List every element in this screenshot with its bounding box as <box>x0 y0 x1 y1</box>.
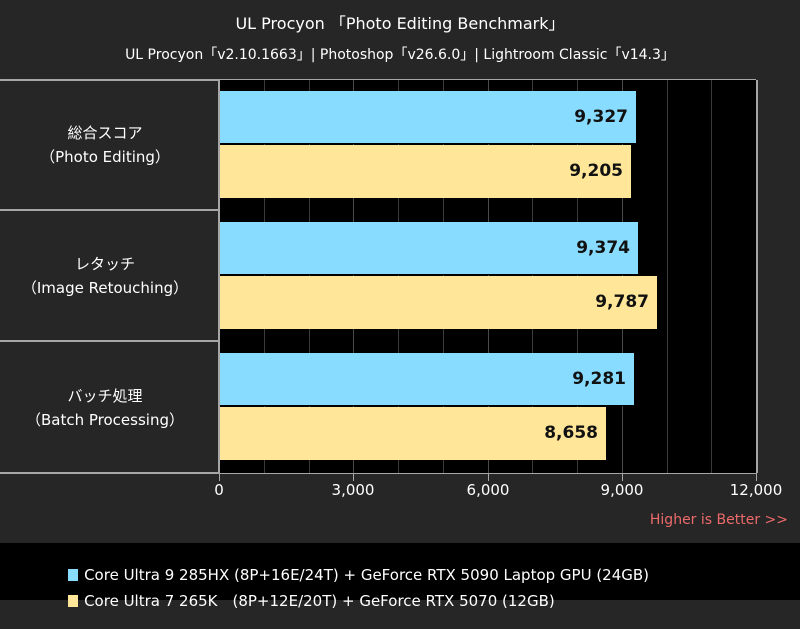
category-label: バッチ処理 （Batch Processing） <box>0 384 210 432</box>
bar-value-label: 9,281 <box>572 369 626 389</box>
x-tick-label: 6,000 <box>466 481 510 499</box>
category-en: （Batch Processing） <box>26 411 184 429</box>
category-label: 総合スコア （Photo Editing） <box>0 121 210 169</box>
x-tick-label: 9,000 <box>600 481 644 499</box>
bar-value-label: 9,787 <box>595 292 649 312</box>
tick-mark <box>756 473 757 481</box>
category-jp: バッチ処理 <box>67 387 143 405</box>
legend-label: Core Ultra 7 265K (8P+12E/20T) + GeForce… <box>84 592 555 610</box>
legend: Core Ultra 9 285HX (8P+16E/24T) + GeForc… <box>0 543 800 610</box>
gridline <box>667 80 668 473</box>
tick-mark <box>353 473 354 481</box>
chart-subtitle: UL Procyon「v2.10.1663」| Photoshop「v26.6.… <box>125 47 675 63</box>
category-en: （Photo Editing） <box>40 148 170 166</box>
bar: 9,281 <box>219 353 634 406</box>
x-tick-label: 12,000 <box>729 481 783 499</box>
bar-value-label: 9,327 <box>574 107 628 127</box>
bar-value-label: 9,205 <box>569 161 623 181</box>
bar: 9,787 <box>219 276 657 329</box>
bar: 9,374 <box>219 222 638 275</box>
y-axis-line <box>218 80 220 473</box>
legend-label: Core Ultra 9 285HX (8P+16E/24T) + GeForc… <box>84 566 650 584</box>
category-jp: レタッチ <box>74 255 135 273</box>
tick-mark <box>219 473 220 481</box>
bar: 9,327 <box>219 91 636 144</box>
legend-swatch-yellow-icon <box>68 595 79 607</box>
bar-value-label: 8,658 <box>544 423 598 443</box>
tick-mark <box>622 473 623 481</box>
plot-area: 9,327 9,205 9,374 9,787 9,281 8,658 <box>219 80 758 473</box>
bar-value-label: 9,374 <box>576 238 630 258</box>
category-en: （Image Retouching） <box>21 279 189 297</box>
bar: 8,658 <box>219 407 606 460</box>
category-jp: 総合スコア <box>67 124 143 142</box>
x-tick-label: 3,000 <box>331 481 375 499</box>
gridline <box>711 80 712 473</box>
legend-swatch-blue-icon <box>68 569 79 581</box>
chart-title: UL Procyon 「Photo Editing Benchmark」 <box>235 14 565 33</box>
legend-item: Core Ultra 7 265K (8P+12E/20T) + GeForce… <box>49 572 555 629</box>
bar: 9,205 <box>219 145 631 198</box>
tick-mark <box>488 473 489 481</box>
higher-is-better-note: Higher is Better >> <box>649 512 788 528</box>
x-tick-label: 0 <box>214 481 224 499</box>
legend-item: Core Ultra 9 285HX (8P+16E/24T) + GeForc… <box>49 548 649 602</box>
category-label: レタッチ （Image Retouching） <box>0 252 210 300</box>
x-axis-line <box>0 472 756 474</box>
